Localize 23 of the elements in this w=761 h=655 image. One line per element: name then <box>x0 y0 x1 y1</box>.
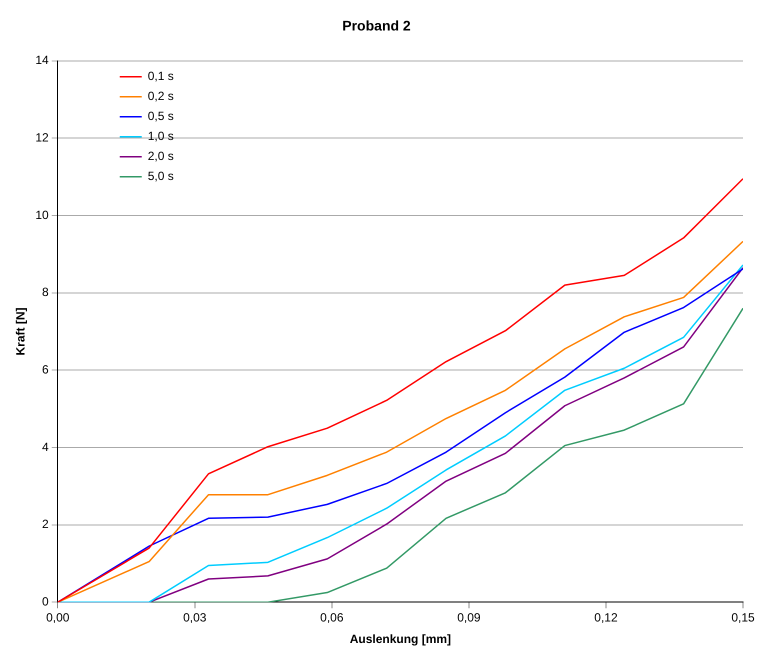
legend-label: 5,0 s <box>148 169 174 184</box>
x-axis-title: Auslenkung [mm] <box>350 632 452 646</box>
y-tick-label: 6 <box>42 362 50 376</box>
y-tick-label: 8 <box>42 285 50 300</box>
x-tick-label: 0,03 <box>183 610 207 625</box>
x-tick-label: 0,09 <box>457 610 481 625</box>
y-tick-label: 0 <box>42 594 50 609</box>
y-tick-label: 10 <box>35 208 50 222</box>
y-tick-label: 2 <box>42 517 50 532</box>
chart-title: Proband 2 <box>342 17 411 34</box>
x-tick-label: 0,00 <box>46 610 70 625</box>
y-tick-label: 12 <box>35 130 50 144</box>
x-tick-label: 0,12 <box>594 610 618 625</box>
legend-label: 2,0 s <box>148 149 174 164</box>
y-tick-label: 4 <box>42 440 50 454</box>
legend-label: 1,0 s <box>148 129 174 144</box>
legend-label: 0,2 s <box>148 89 174 104</box>
x-tick-label: 0,06 <box>320 610 344 625</box>
legend-label: 0,1 s <box>148 69 174 84</box>
legend-label: 0,5 s <box>148 109 174 124</box>
y-axis-title: Kraft [N] <box>14 308 28 356</box>
x-tick-label: 0,15 <box>731 610 755 625</box>
y-tick-label: 14 <box>35 53 50 68</box>
